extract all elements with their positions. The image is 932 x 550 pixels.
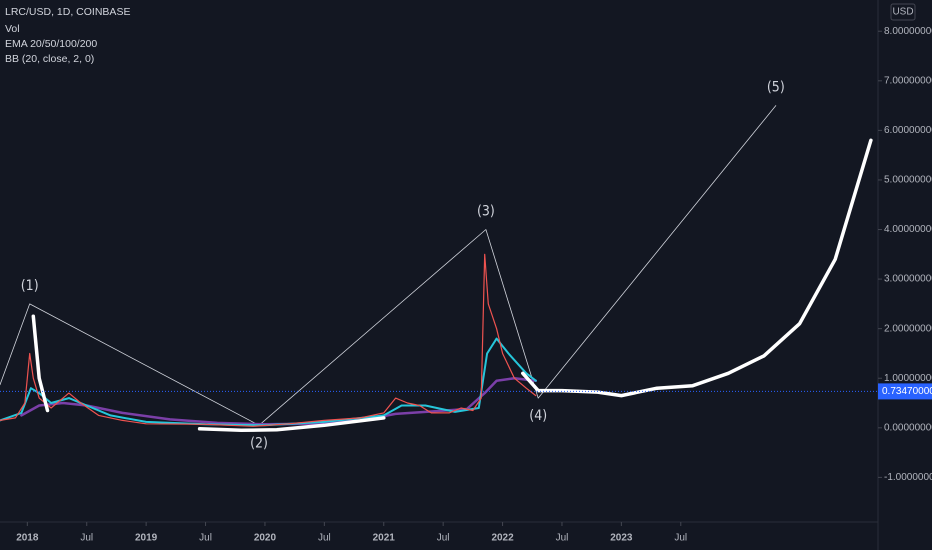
y-tick-label: 6.00000000 [884, 125, 932, 136]
wave-label: (2) [250, 435, 268, 451]
wave-label: (4) [529, 408, 547, 424]
wave-label: (5) [767, 80, 785, 96]
y-tick-label: 8.00000000 [884, 26, 932, 37]
y-tick-label: 1.00000000 [884, 373, 932, 384]
y-tick-label: 3.00000000 [884, 274, 932, 285]
series-line [31, 138, 873, 433]
wave-line [0, 105, 777, 426]
symbol: LRC/USD, 1D, COINBASE [5, 6, 130, 18]
currency[interactable]: USD [892, 7, 913, 18]
last-price-box [878, 383, 932, 400]
x-tick-label: Jul [437, 533, 450, 544]
x-tick-label: Jul [674, 533, 687, 544]
x-tick-label: 2018 [16, 533, 39, 544]
x-tick-label: Jul [199, 533, 212, 544]
series-line [20, 376, 538, 426]
indicator: BB (20, close, 2, 0) [5, 53, 94, 65]
x-tick-label: 2021 [373, 533, 396, 544]
indicator: EMA 20/50/100/200 [5, 38, 97, 50]
y-tick-label: 4.00000000 [884, 224, 932, 235]
y-tick-label: -1.00000000 [884, 472, 932, 483]
x-tick-label: 2022 [491, 533, 514, 544]
y-tick-label: 5.00000000 [884, 175, 932, 186]
x-tick-label: Jul [80, 533, 93, 544]
y-tick-label: 7.00000000 [884, 75, 932, 86]
wave-label: (3) [477, 204, 495, 220]
x-tick-label: Jul [318, 533, 331, 544]
x-tick-label: 2019 [135, 533, 158, 544]
y-tick-label: 2.00000000 [884, 323, 932, 334]
currency-box[interactable] [890, 3, 916, 21]
x-tick-label: 2020 [254, 533, 277, 544]
x-tick-label: Jul [556, 533, 569, 544]
indicator: Vol [5, 23, 20, 35]
last-price-label: 0.73470000 [882, 386, 932, 397]
wave-label: (1) [21, 278, 39, 294]
y-tick-label: 0.00000000 [884, 422, 932, 433]
x-tick-label: 2023 [610, 533, 633, 544]
